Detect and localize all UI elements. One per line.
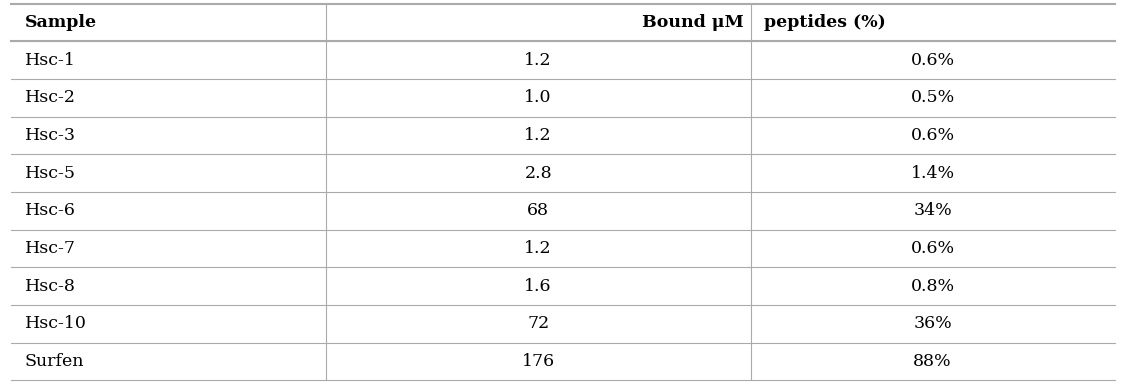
Text: 0.6%: 0.6% [911,52,955,69]
Text: 2.8: 2.8 [525,165,552,182]
Text: Hsc-2: Hsc-2 [25,89,75,106]
Text: Hsc-6: Hsc-6 [25,202,75,219]
Text: 88%: 88% [913,353,951,370]
Text: 34%: 34% [913,202,953,219]
Text: 68: 68 [527,202,549,219]
Text: 0.6%: 0.6% [911,127,955,144]
Text: 36%: 36% [913,315,953,332]
Text: Hsc-7: Hsc-7 [25,240,75,257]
Text: 1.2: 1.2 [525,240,552,257]
Text: 1.6: 1.6 [525,278,552,295]
Text: 1.2: 1.2 [525,52,552,69]
Text: 0.6%: 0.6% [911,240,955,257]
Text: 1.4%: 1.4% [911,165,955,182]
Text: 1.2: 1.2 [525,127,552,144]
Text: Surfen: Surfen [25,353,84,370]
Text: Hsc-5: Hsc-5 [25,165,75,182]
Text: Hsc-10: Hsc-10 [25,315,87,332]
Text: 0.8%: 0.8% [911,278,955,295]
Text: peptides (%): peptides (%) [763,14,885,31]
Text: Hsc-1: Hsc-1 [25,52,75,69]
Text: 1.0: 1.0 [525,89,552,106]
Text: Hsc-8: Hsc-8 [25,278,75,295]
Text: 176: 176 [521,353,555,370]
Text: Sample: Sample [25,14,97,31]
Text: 0.5%: 0.5% [911,89,955,106]
Text: Bound μM: Bound μM [642,14,744,31]
Text: Hsc-3: Hsc-3 [25,127,75,144]
Text: 72: 72 [527,315,549,332]
